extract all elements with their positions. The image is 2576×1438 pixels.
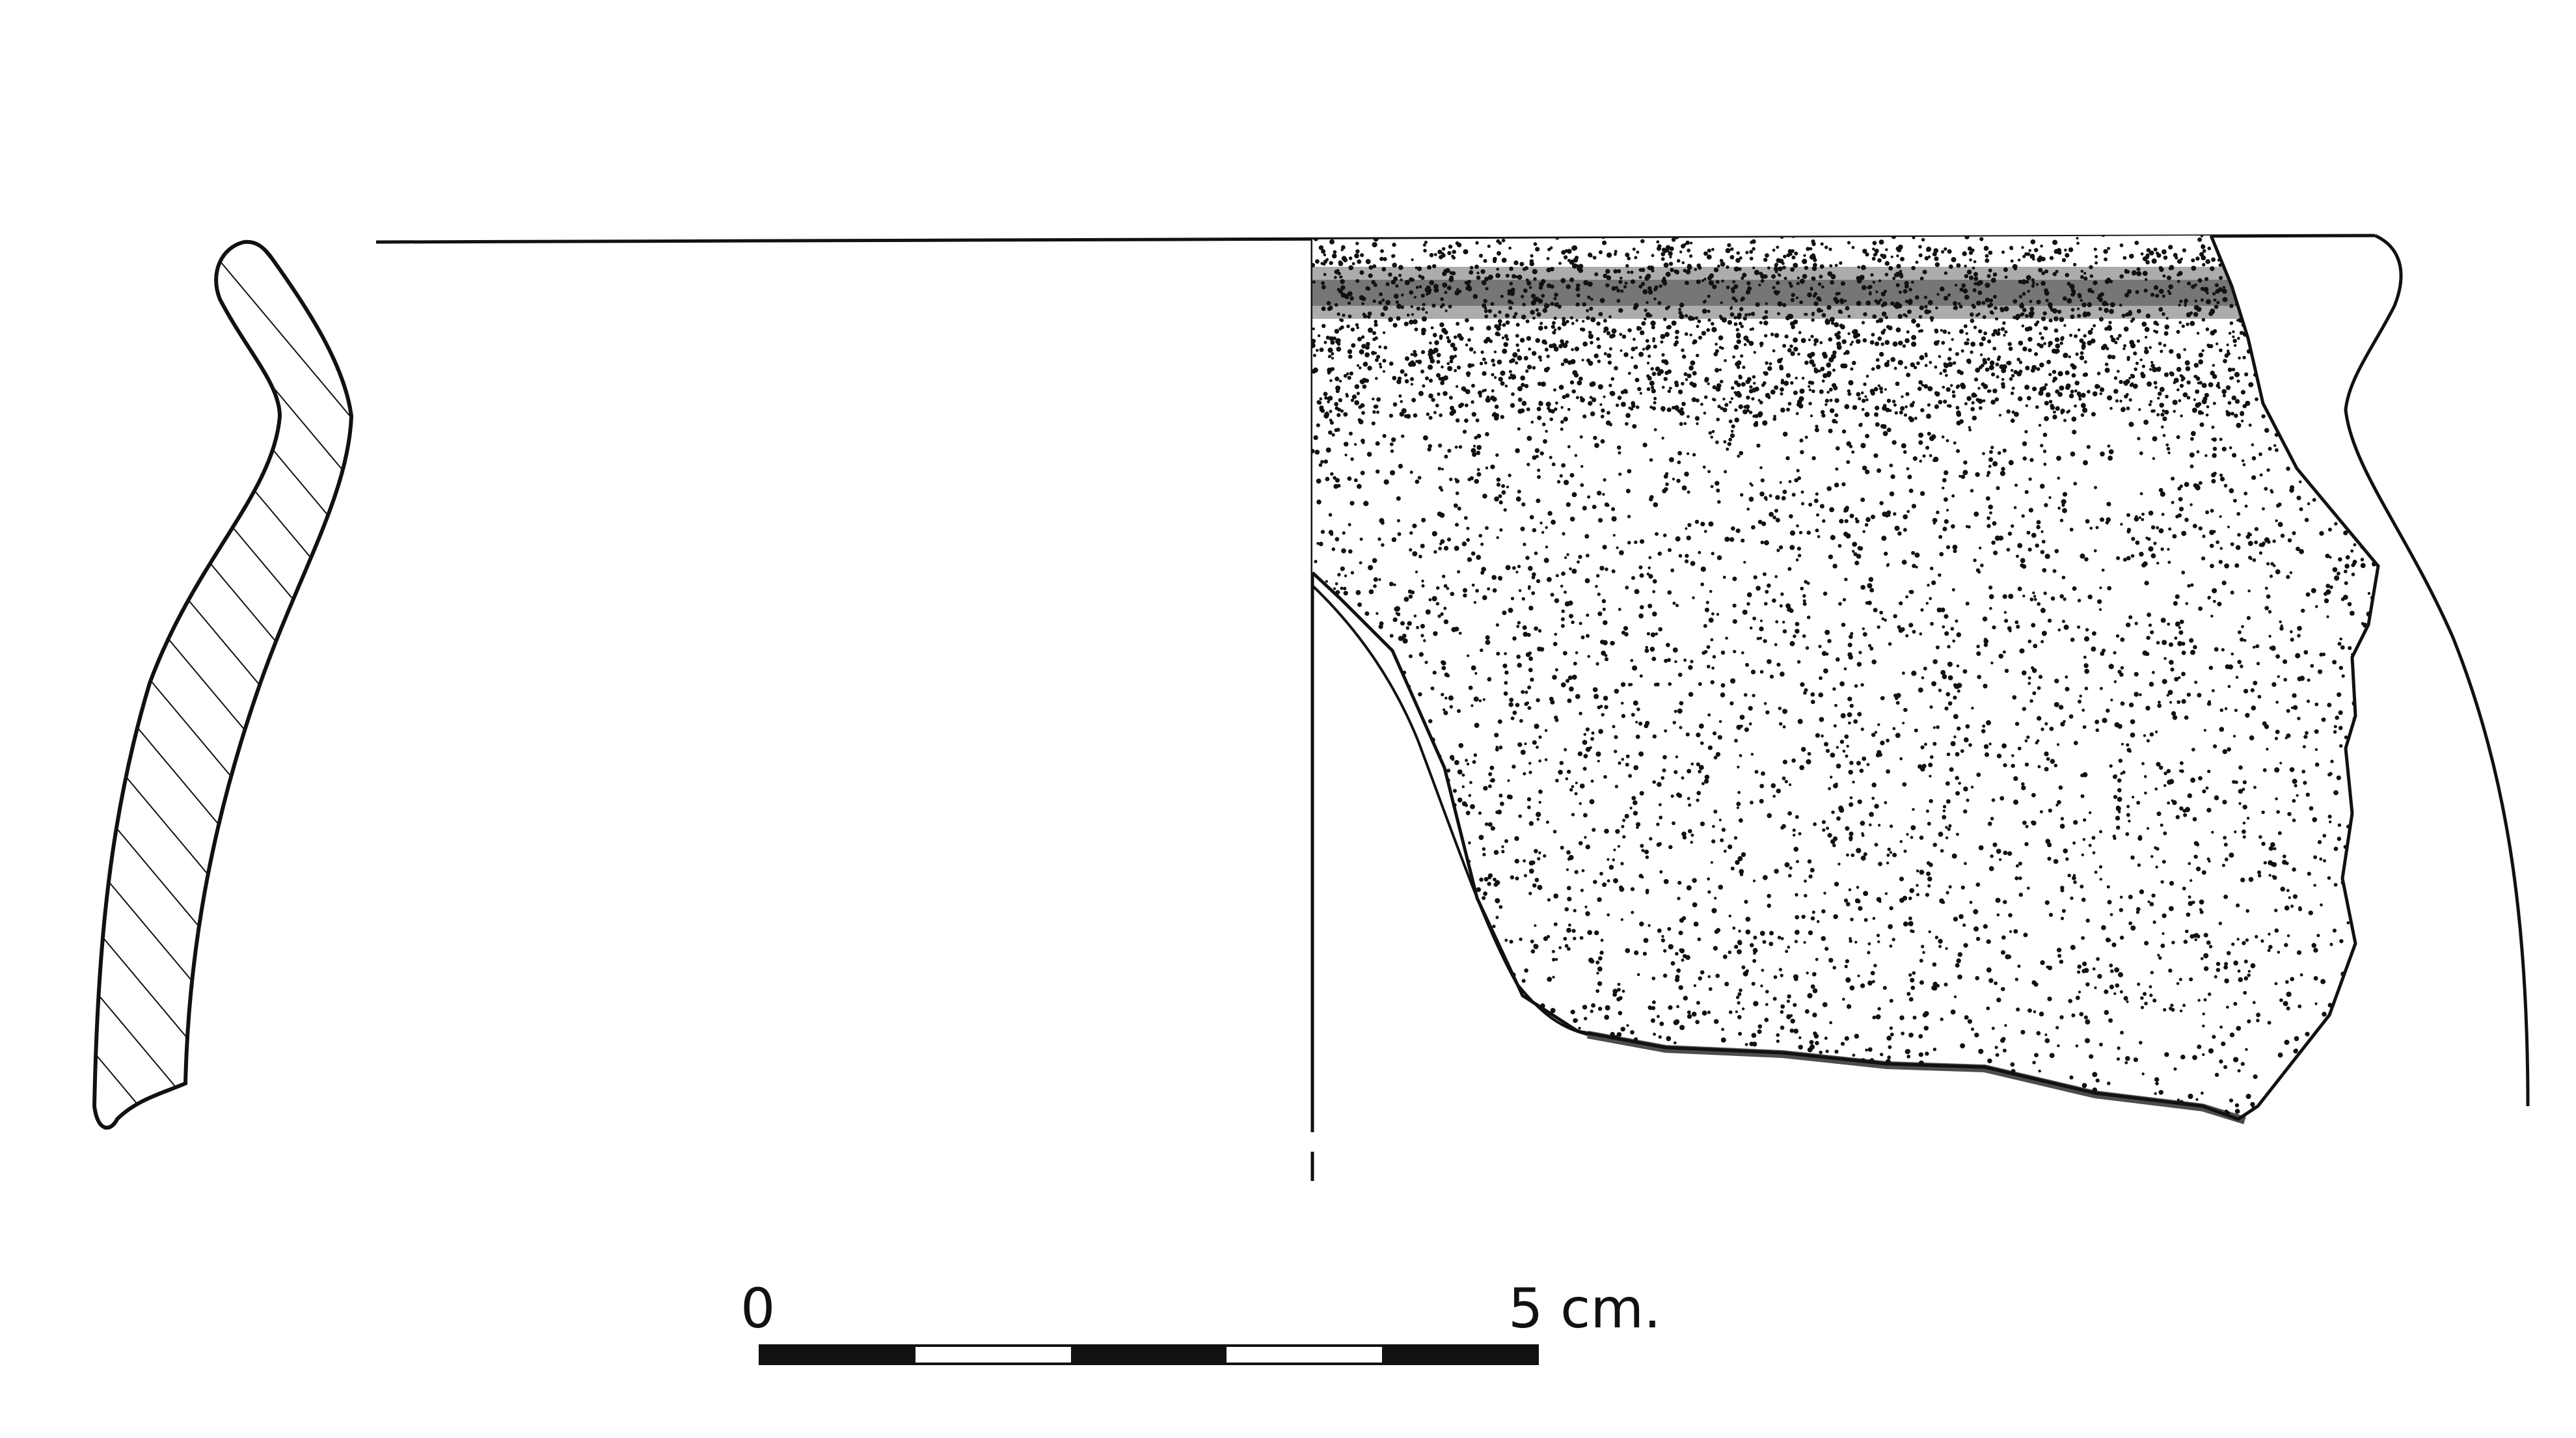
- scale-bar-segments: [760, 1346, 1538, 1364]
- scale-bar-segment: [915, 1346, 1071, 1364]
- vessel-exterior-outline: [2344, 234, 2530, 1107]
- scale-label-start: 0: [740, 1277, 775, 1340]
- scale-bar-frame: [759, 1344, 1539, 1365]
- sherd-bottom-edge: [1586, 1031, 2246, 1124]
- scale-bar-segment: [1382, 1346, 1538, 1364]
- sherd-inner-edge: [1311, 584, 1588, 1036]
- scale-bar-segment: [1071, 1346, 1227, 1364]
- scale-label-end: 5 cm.: [1508, 1277, 1661, 1340]
- scale-bar-segment: [1227, 1346, 1382, 1364]
- scale-bar: 0 5 cm.: [740, 1277, 1661, 1365]
- stippled-sherd-outline: [1311, 235, 2380, 1121]
- scale-bar-segment: [760, 1346, 915, 1364]
- profile-section: [92, 239, 354, 1130]
- stippled-sherd: [1312, 236, 2378, 1119]
